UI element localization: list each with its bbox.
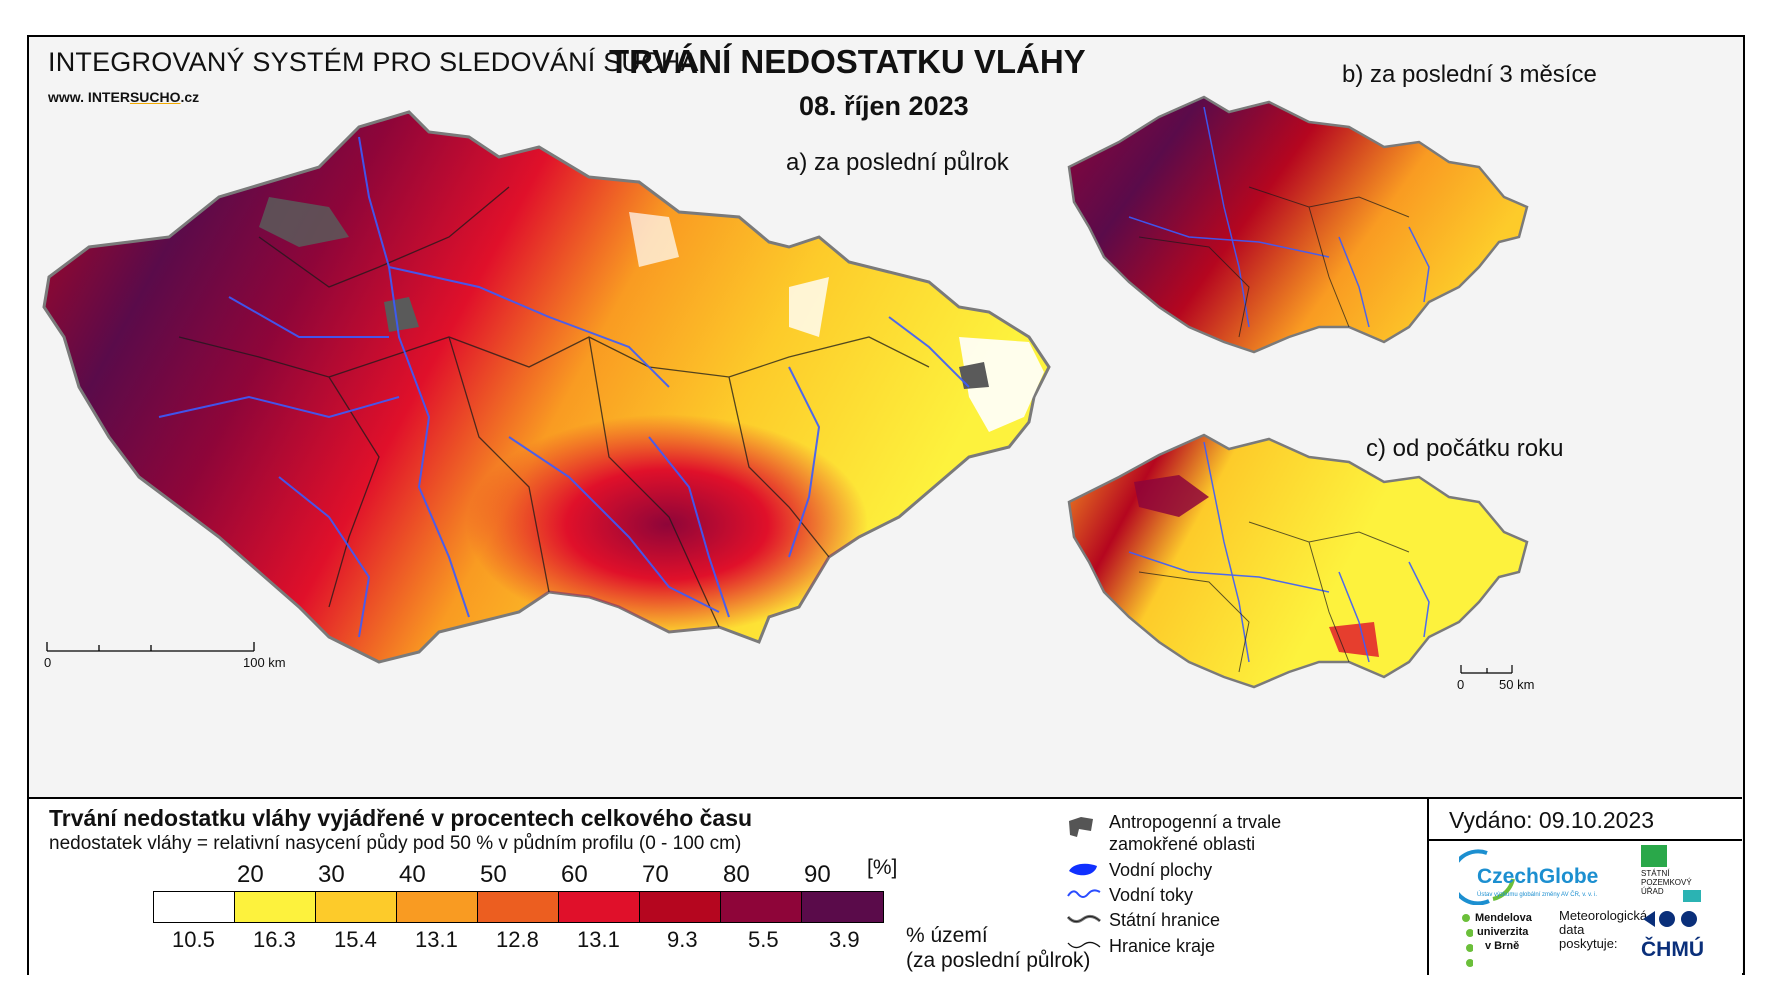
color-class-6 — [640, 892, 721, 922]
area-pct-2: 15.4 — [334, 927, 377, 952]
website-link[interactable]: www. INTERSUCHO.cz — [48, 89, 200, 105]
river-icon — [1067, 889, 1101, 898]
spu-mark-icon — [1641, 845, 1667, 867]
map-c — [1067, 433, 1529, 689]
legend-rivers: Vodní toky — [1067, 884, 1193, 906]
color-class-4 — [478, 892, 559, 922]
threshold-80: 80 — [723, 861, 750, 888]
chmu-mark-icon — [1643, 911, 1697, 927]
map-a-label: a) za poslední půlrok — [786, 149, 1009, 176]
map-a — [42, 110, 1051, 664]
scale-main-end: 100 km — [243, 655, 286, 670]
meteo-data-note: Meteorologická data poskytuje: — [1559, 908, 1648, 951]
area-pct-3: 13.1 — [415, 927, 458, 952]
color-class-0 — [154, 892, 235, 922]
threshold-20: 20 — [237, 861, 264, 888]
area-pct-4: 12.8 — [496, 927, 539, 952]
area-pct-8: 3.9 — [829, 927, 860, 952]
color-scale-bar — [153, 891, 884, 923]
color-class-5 — [559, 892, 640, 922]
scale-bar-main — [46, 642, 255, 652]
color-class-1 — [235, 892, 316, 922]
scale-small-end: 50 km — [1499, 677, 1535, 692]
scale-bar-small — [1460, 665, 1513, 674]
threshold-90: 90 — [804, 861, 831, 888]
drought-maps-svg — [42, 95, 1529, 689]
state-border-icon — [1067, 914, 1101, 924]
color-class-7 — [721, 892, 802, 922]
czechglobe-logo: CzechGlobe Ústav výzkumu globální změny … — [1450, 849, 1609, 910]
map-date: 08. říjen 2023 — [799, 91, 969, 121]
scale-main-start: 0 — [44, 655, 52, 670]
legend-title: Trvání nedostatku vláhy vyjádřené v proc… — [49, 805, 753, 831]
issued-date: Vydáno: 09.10.2023 — [1449, 807, 1655, 833]
chmu-logo: ČHMÚ — [1641, 909, 1711, 962]
map-b-label: b) za poslední 3 měsíce — [1342, 61, 1597, 88]
area-pct-5: 13.1 — [577, 927, 620, 952]
spu-logo: STÁTNÍ POZEMKOVÝ ÚŘAD — [1641, 845, 1701, 902]
threshold-30: 30 — [318, 861, 345, 888]
area-pct-6: 9.3 — [667, 927, 698, 952]
map-b — [1067, 95, 1529, 354]
area-pct-7: 5.5 — [748, 927, 779, 952]
threshold-60: 60 — [561, 861, 588, 888]
map-panel: INTEGROVANÝ SYSTÉM PRO SLEDOVÁNÍ SUCHA w… — [29, 37, 1742, 797]
threshold-70: 70 — [642, 861, 669, 888]
legend-anthropogenic: Antropogenní a trvale zamokřené oblasti — [1069, 811, 1281, 855]
legend-state-border: Státní hranice — [1067, 909, 1220, 931]
map-sheet: INTEGROVANÝ SYSTÉM PRO SLEDOVÁNÍ SUCHA w… — [27, 35, 1745, 975]
area-pct-1: 16.3 — [253, 927, 296, 952]
map-title: TRVÁNÍ NEDOSTATKU VLÁHY — [609, 43, 1086, 80]
legend-panel: Trvání nedostatku vláhy vyjádřené v proc… — [29, 797, 1742, 975]
color-class-8 — [802, 892, 883, 922]
water-body-icon — [1069, 863, 1097, 876]
region-border-icon — [1067, 941, 1101, 949]
area-pct-0: 10.5 — [172, 927, 215, 952]
anthropogenic-area-icon — [1069, 817, 1093, 837]
divider — [1427, 799, 1429, 975]
legend-region-border: Hranice kraje — [1067, 935, 1215, 957]
system-title: INTEGROVANÝ SYSTÉM PRO SLEDOVÁNÍ SUCHA — [48, 47, 699, 77]
scale-small-start: 0 — [1457, 677, 1465, 692]
mendel-dots-icon — [1462, 914, 1473, 967]
threshold-50: 50 — [480, 861, 507, 888]
area-pct-label: % území (za poslední půlrok) — [906, 924, 1091, 972]
legend-unit: [%] — [867, 856, 898, 879]
legend-water-bodies: Vodní plochy — [1069, 859, 1212, 881]
threshold-40: 40 — [399, 861, 426, 888]
legend-subtitle: nedostatek vláhy = relativní nasycení pů… — [49, 833, 742, 854]
map-c-label: c) od počátku roku — [1366, 435, 1564, 462]
divider — [1427, 839, 1742, 841]
color-class-3 — [397, 892, 478, 922]
color-class-2 — [316, 892, 397, 922]
